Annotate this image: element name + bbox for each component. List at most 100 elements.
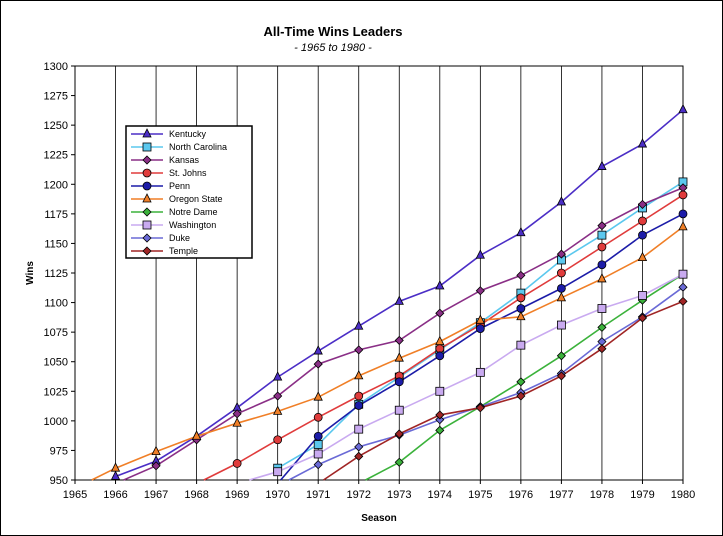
data-point [597, 304, 607, 313]
data-point [313, 412, 323, 422]
data-point [313, 359, 323, 369]
data-point [142, 233, 152, 243]
data-point [475, 314, 485, 324]
x-tick-label: 1970 [265, 489, 289, 501]
data-point [597, 344, 607, 354]
data-point [142, 155, 152, 165]
x-tick-label: 1979 [630, 489, 654, 501]
data-point [394, 457, 404, 467]
y-tick-label: 1050 [44, 357, 68, 369]
x-tick-label: 1965 [63, 489, 87, 501]
data-point [142, 207, 152, 217]
data-point [232, 459, 242, 468]
y-tick-label: 1300 [44, 61, 68, 73]
data-point [678, 296, 688, 306]
data-point [556, 196, 567, 206]
data-point [678, 190, 688, 200]
data-point [475, 249, 485, 259]
data-point [313, 391, 323, 401]
data-point [516, 293, 526, 303]
data-point [142, 142, 152, 152]
x-tick-label: 1972 [346, 489, 370, 501]
y-tick-label: 1275 [44, 91, 68, 103]
data-point [273, 405, 283, 415]
data-point [191, 430, 202, 440]
data-point [313, 345, 323, 355]
y-tick-label: 1000 [44, 416, 68, 428]
legend-label: Kansas [169, 155, 200, 165]
data-point [516, 391, 526, 401]
data-point [354, 320, 364, 330]
legend-label: Penn [169, 181, 190, 191]
legend-label: Notre Dame [169, 207, 218, 217]
y-tick-label: 1225 [44, 150, 68, 162]
data-point [435, 415, 445, 425]
data-point [394, 335, 404, 345]
y-tick-label: 975 [50, 445, 68, 457]
data-point [637, 199, 648, 209]
data-point [151, 445, 161, 456]
y-tick-label: 1075 [44, 327, 68, 339]
data-point [435, 386, 445, 396]
data-point [678, 269, 688, 279]
data-point [516, 270, 526, 280]
y-tick-label: 1025 [44, 386, 68, 398]
x-tick-label: 1966 [103, 489, 127, 501]
series-line [91, 226, 684, 481]
legend-label: Kentucky [169, 129, 207, 139]
y-tick-label: 1200 [44, 179, 68, 191]
axis-ticks: 1965 1966 1967 1968 1969 1970 1971 1972 1973 1974… [44, 61, 696, 501]
series-line [249, 273, 684, 481]
data-point [142, 168, 152, 178]
y-tick-label: 1250 [44, 120, 68, 132]
data-point [678, 103, 688, 114]
data-point [637, 251, 648, 262]
x-tick-label: 1971 [306, 489, 330, 501]
data-point [637, 313, 648, 323]
x-tick-label: 1967 [144, 489, 168, 501]
y-tick-label: 950 [50, 475, 68, 487]
data-point [475, 286, 485, 296]
data-point [678, 209, 688, 219]
data-point [516, 310, 526, 321]
data-point [475, 403, 485, 413]
legend-label: Oregon State [169, 194, 223, 204]
data-point [435, 308, 445, 318]
data-point [394, 377, 404, 387]
data-point [637, 138, 648, 148]
data-point [313, 449, 323, 459]
data-point [556, 249, 566, 259]
data-point [354, 345, 364, 355]
data-point [557, 283, 566, 293]
data-point [313, 460, 323, 470]
x-tick-label: 1975 [468, 489, 492, 501]
data-point [354, 370, 364, 380]
data-point [142, 193, 152, 203]
data-point [394, 405, 404, 415]
legend-label: Washington [169, 220, 216, 230]
data-point [110, 462, 121, 472]
x-axis-label: Season [361, 513, 397, 524]
data-point [678, 282, 688, 292]
x-tick-label: 1973 [387, 489, 411, 501]
data-point [142, 128, 152, 138]
data-point [435, 335, 445, 346]
chart-title: All-Time Wins Leaders [263, 24, 402, 39]
legend-label: Temple [169, 246, 198, 256]
data-point [516, 377, 526, 387]
data-point [232, 417, 242, 427]
data-point [516, 226, 526, 237]
data-point [597, 322, 607, 332]
data-point [557, 268, 566, 278]
data-point [435, 410, 445, 420]
data-point [354, 424, 364, 434]
data-point [151, 461, 161, 471]
data-point [557, 320, 566, 330]
y-tick-label: 1175 [44, 209, 68, 221]
data-point [354, 442, 364, 452]
x-tick-label: 1976 [509, 489, 533, 501]
y-axis-label: Wins [25, 261, 36, 285]
data-point [475, 324, 485, 333]
legend-label: North Carolina [169, 142, 227, 152]
